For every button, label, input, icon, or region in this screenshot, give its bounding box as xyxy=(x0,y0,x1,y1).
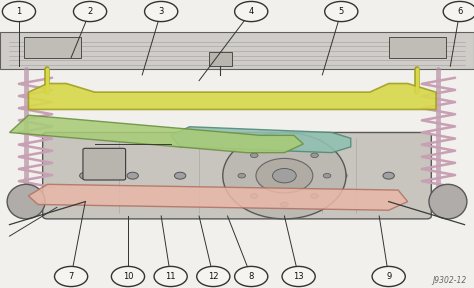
Circle shape xyxy=(311,194,319,198)
Circle shape xyxy=(323,173,331,178)
Text: 9: 9 xyxy=(386,272,392,281)
Circle shape xyxy=(372,266,405,287)
Circle shape xyxy=(127,172,138,179)
Text: 7: 7 xyxy=(68,272,74,281)
Ellipse shape xyxy=(7,184,45,219)
Text: 3: 3 xyxy=(158,7,164,16)
Circle shape xyxy=(73,1,107,22)
Circle shape xyxy=(256,158,313,193)
Circle shape xyxy=(111,266,145,287)
Circle shape xyxy=(281,202,288,207)
Circle shape xyxy=(145,1,178,22)
Circle shape xyxy=(235,1,268,22)
Text: J9302-12: J9302-12 xyxy=(433,276,467,285)
Bar xyxy=(24,37,81,58)
Bar xyxy=(389,37,446,58)
Text: 13: 13 xyxy=(293,272,304,281)
Text: 8: 8 xyxy=(248,272,254,281)
Polygon shape xyxy=(171,127,351,153)
Text: 6: 6 xyxy=(457,7,463,16)
Ellipse shape xyxy=(429,184,467,219)
Circle shape xyxy=(174,172,186,179)
Text: 2: 2 xyxy=(87,7,93,16)
Circle shape xyxy=(197,266,230,287)
Ellipse shape xyxy=(223,132,346,219)
FancyBboxPatch shape xyxy=(43,132,431,219)
Circle shape xyxy=(55,266,88,287)
Circle shape xyxy=(250,194,258,198)
Circle shape xyxy=(443,1,474,22)
Text: 12: 12 xyxy=(208,272,219,281)
Text: 4: 4 xyxy=(248,7,254,16)
Circle shape xyxy=(282,266,315,287)
Circle shape xyxy=(311,153,319,158)
Bar xyxy=(0,32,474,69)
Text: 10: 10 xyxy=(123,272,133,281)
Circle shape xyxy=(238,173,246,178)
Circle shape xyxy=(235,266,268,287)
Circle shape xyxy=(250,153,258,158)
Circle shape xyxy=(336,172,347,179)
Circle shape xyxy=(325,1,358,22)
Polygon shape xyxy=(28,184,408,210)
Circle shape xyxy=(281,145,288,149)
Text: 1: 1 xyxy=(16,7,22,16)
Polygon shape xyxy=(9,115,303,153)
FancyBboxPatch shape xyxy=(83,148,126,180)
Text: 11: 11 xyxy=(165,272,176,281)
Text: 5: 5 xyxy=(338,7,344,16)
Circle shape xyxy=(2,1,36,22)
Circle shape xyxy=(273,168,296,183)
Circle shape xyxy=(383,172,394,179)
Polygon shape xyxy=(28,84,436,109)
Circle shape xyxy=(80,172,91,179)
Circle shape xyxy=(154,266,187,287)
Bar xyxy=(209,52,232,66)
